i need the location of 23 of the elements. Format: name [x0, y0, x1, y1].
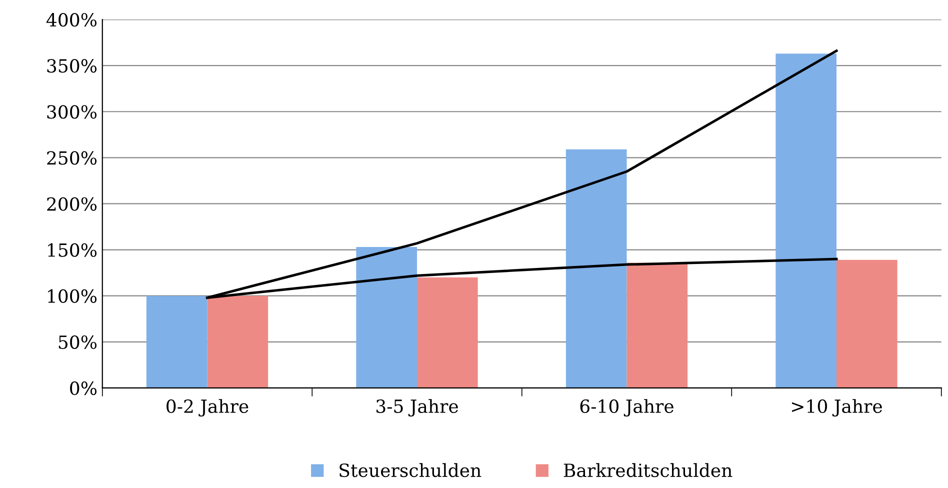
x-tick-label: 0-2 Jahre: [166, 399, 248, 417]
x-tick-label: >10 Jahre: [792, 399, 882, 417]
x-tick-label: 6-10 Jahre: [580, 399, 674, 417]
legend-label: Barkreditschulden: [564, 463, 732, 478]
y-tick-label: 250%: [47, 151, 97, 165]
legend-label: Steuerschulden: [340, 463, 482, 478]
bar: [836, 260, 898, 388]
bar: [146, 296, 208, 388]
y-tick-label: 0%: [70, 381, 97, 396]
bar: [356, 247, 417, 388]
bar: [776, 54, 836, 388]
bar: [207, 296, 268, 388]
x-tick-label: 3-5 Jahre: [376, 399, 458, 417]
bar: [566, 149, 627, 388]
y-tick-label: 200%: [47, 197, 97, 211]
bar: [417, 277, 478, 388]
y-tick-label: 300%: [47, 105, 97, 119]
y-tick-label: 400%: [46, 12, 97, 27]
y-tick-label: 100%: [48, 289, 97, 303]
y-tick-label: 350%: [47, 59, 97, 73]
y-tick-label: 150%: [48, 243, 97, 257]
y-tick-label: 50%: [58, 335, 97, 350]
bar: [626, 262, 688, 388]
